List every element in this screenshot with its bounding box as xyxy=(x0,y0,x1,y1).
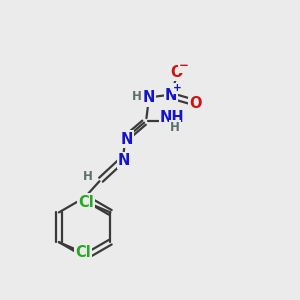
Text: H: H xyxy=(170,121,180,134)
Text: O: O xyxy=(170,65,183,80)
Text: +: + xyxy=(173,83,182,94)
Text: N: N xyxy=(118,153,130,168)
Text: Cl: Cl xyxy=(75,245,91,260)
Text: NH: NH xyxy=(160,110,184,125)
Text: N: N xyxy=(165,88,177,103)
Text: N: N xyxy=(121,131,133,146)
Text: Cl: Cl xyxy=(78,194,94,209)
Text: O: O xyxy=(189,96,201,111)
Text: H: H xyxy=(82,170,92,183)
Text: −: − xyxy=(179,59,189,72)
Text: N: N xyxy=(142,91,155,106)
Text: H: H xyxy=(132,90,142,103)
